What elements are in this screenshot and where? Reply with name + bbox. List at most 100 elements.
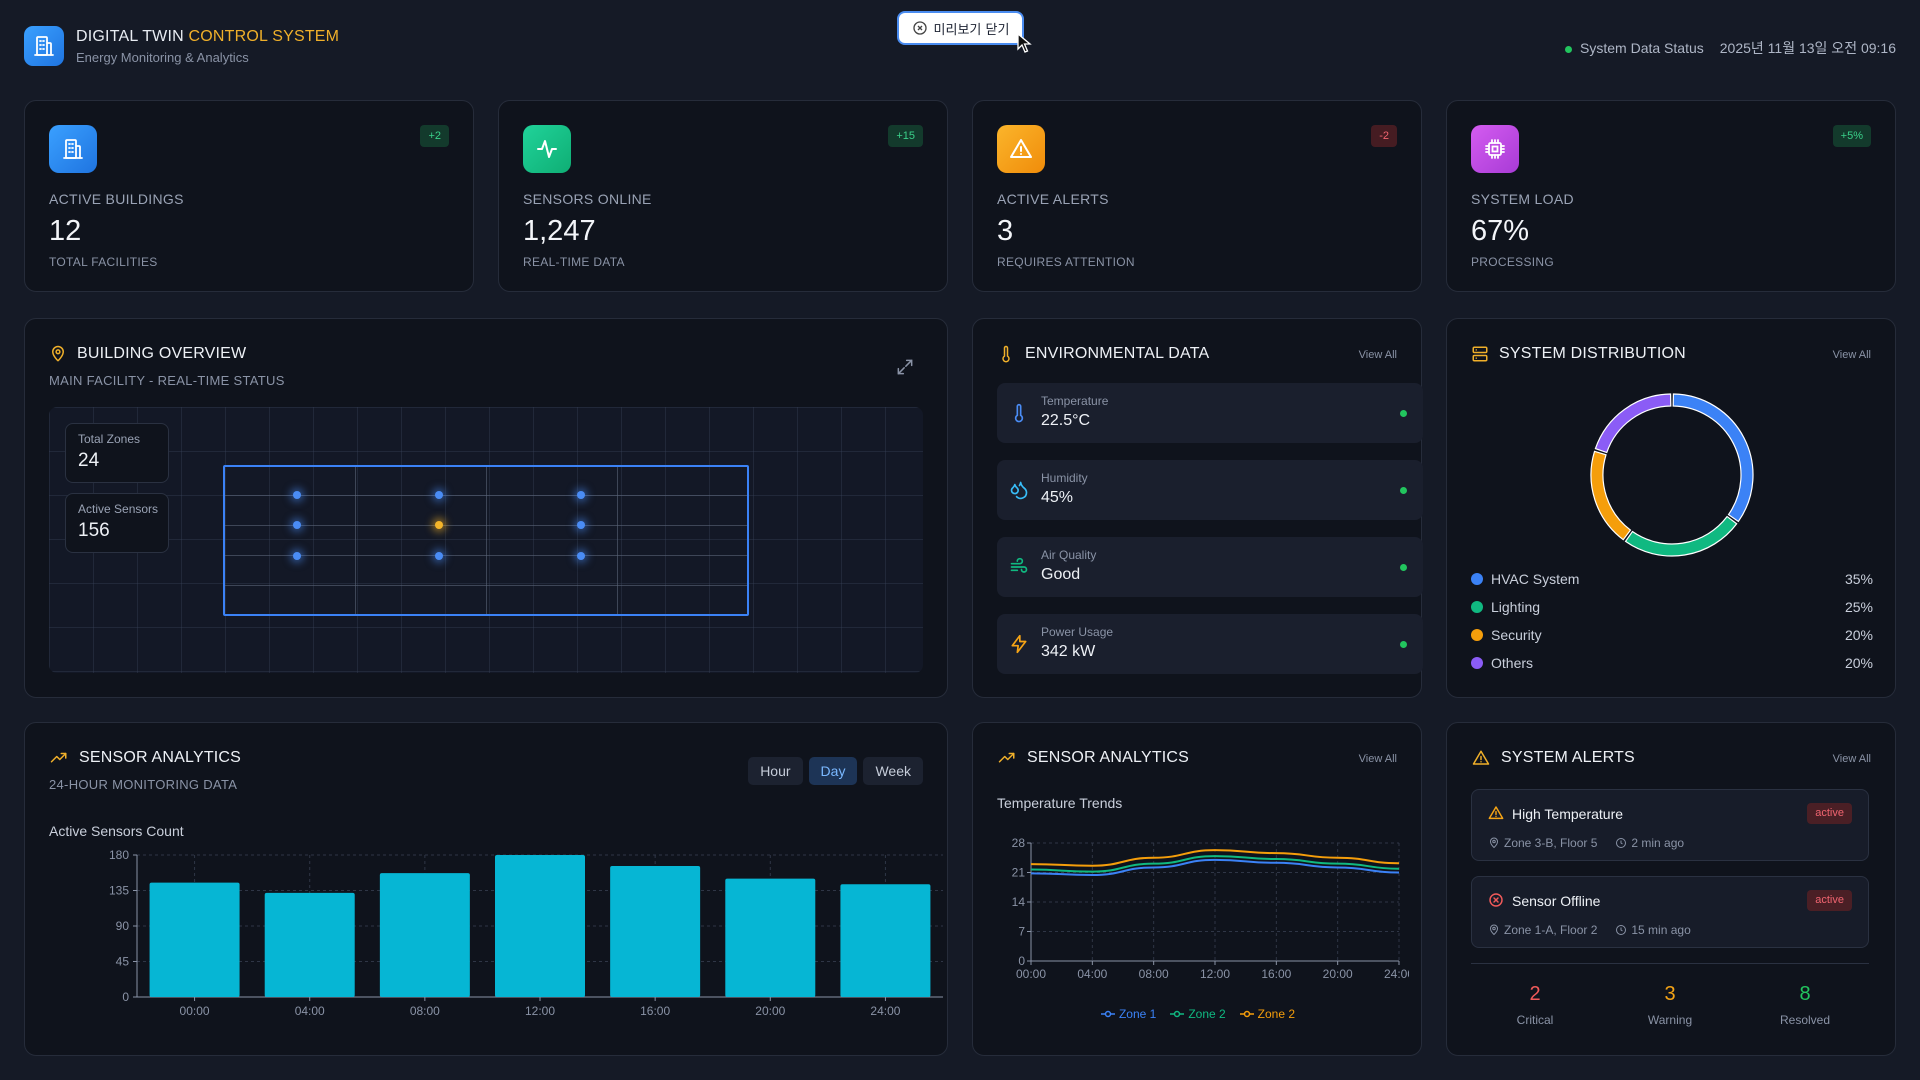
series-line[interactable] <box>1030 849 1400 867</box>
status-dot <box>1565 46 1573 53</box>
view-all-link[interactable]: View All <box>1358 349 1397 361</box>
legend-dot <box>1471 657 1483 669</box>
bar[interactable] <box>264 892 355 997</box>
bar[interactable] <box>379 873 470 997</box>
trend-badge: +5% <box>1832 125 1871 147</box>
temperature-line-chart: 0 7 14 21 28 00:00 04:00 08:00 12:00 16:00 20:00 24… <box>1012 836 1409 981</box>
building-overview-panel: BUILDING OVERVIEW MAIN FACILITY - REAL-T… <box>24 318 948 698</box>
bar[interactable] <box>725 878 816 997</box>
bar[interactable] <box>840 884 931 997</box>
wind-icon <box>1010 557 1028 573</box>
x-tick-label: 24:00 <box>1384 967 1409 981</box>
sensor-dot[interactable] <box>435 552 443 560</box>
view-all-link[interactable]: View All <box>1832 753 1871 765</box>
alert-item[interactable]: High Temperature active Zone 3-B, Floor … <box>1471 789 1869 861</box>
stat-value: 12 <box>49 215 82 247</box>
floor-plan[interactable] <box>223 465 749 616</box>
env-row-power-usage[interactable]: Power Usage 342 kW <box>997 614 1423 674</box>
active-sensors-box: Active Sensors 156 <box>65 493 169 553</box>
mouse-cursor-icon <box>1017 33 1032 53</box>
sensor-dot[interactable] <box>577 552 585 560</box>
x-tick-label: 20:00 <box>755 1004 785 1018</box>
sensor-dot[interactable] <box>435 521 443 529</box>
floor-plan-canvas[interactable]: Total Zones 24 Active Sensors 156 <box>49 407 923 673</box>
env-row-air-quality[interactable]: Air Quality Good <box>997 537 1423 597</box>
sensor-dot[interactable] <box>293 491 301 499</box>
stat-card-buildings[interactable]: +2 ACTIVE BUILDINGS 12 TOTAL FACILITIES <box>24 100 474 292</box>
summary-resolved: 8 Resolved <box>1779 983 1831 1027</box>
y-tick-label: 45 <box>116 955 130 969</box>
tab-day[interactable]: Day <box>808 757 858 785</box>
x-tick-label: 24:00 <box>870 1004 900 1018</box>
donut-slice[interactable] <box>1624 515 1738 557</box>
close-preview-button[interactable]: 미리보기 닫기 <box>897 11 1024 45</box>
environmental-panel: ENVIRONMENTAL DATA View All Temperature … <box>972 318 1423 698</box>
x-tick-label: 00:00 <box>1016 967 1046 981</box>
tab-hour[interactable]: Hour <box>748 757 803 785</box>
alert-item[interactable]: Sensor Offline active Zone 1-A, Floor 2 … <box>1471 876 1869 948</box>
x-tick-label: 08:00 <box>410 1004 440 1018</box>
bolt-icon <box>1011 634 1027 654</box>
y-tick-label: 135 <box>109 884 129 898</box>
app-title: DIGITAL TWIN CONTROL SYSTEM <box>76 28 340 45</box>
sensor-dot[interactable] <box>293 521 301 529</box>
panel-title: SENSOR ANALYTICS <box>997 749 1189 767</box>
sensor-dot[interactable] <box>577 491 585 499</box>
sensor-dot[interactable] <box>435 491 443 499</box>
y-tick-label: 0 <box>122 990 129 1004</box>
view-all-link[interactable]: View All <box>1358 753 1397 765</box>
stat-value: 3 <box>997 215 1014 247</box>
legend-dot <box>1471 601 1483 613</box>
stat-card-alerts[interactable]: -2 ACTIVE ALERTS 3 REQUIRES ATTENTION <box>972 100 1422 292</box>
total-zones-box: Total Zones 24 <box>65 423 169 483</box>
stat-sub: PROCESSING <box>1471 255 1555 269</box>
distribution-donut-chart <box>1590 393 1754 557</box>
stat-sub: REQUIRES ATTENTION <box>997 255 1135 269</box>
cpu-icon <box>1471 125 1519 173</box>
stat-sub: TOTAL FACILITIES <box>49 255 158 269</box>
stat-value: 1,247 <box>523 215 596 247</box>
y-tick-label: 90 <box>116 919 130 933</box>
clock-icon <box>1616 838 1627 848</box>
x-tick-label: 12:00 <box>525 1004 555 1018</box>
app-header: DIGITAL TWIN CONTROL SYSTEM Energy Monit… <box>24 24 1896 70</box>
system-status: System Data Status <box>1565 40 1704 56</box>
sensor-dot[interactable] <box>293 552 301 560</box>
x-tick-label: 12:00 <box>1200 967 1230 981</box>
bar[interactable] <box>495 855 585 997</box>
donut-slice[interactable] <box>1590 450 1632 541</box>
series-line[interactable] <box>1030 858 1400 877</box>
legend-line-icon <box>1170 1010 1185 1018</box>
donut-slice[interactable] <box>1672 393 1754 523</box>
stat-card-sensors[interactable]: +15 SENSORS ONLINE 1,247 REAL-TIME DATA <box>498 100 948 292</box>
line-chart-legend: Zone 1 Zone 2 Zone 2 <box>973 1007 1423 1021</box>
x-tick-label: 08:00 <box>1139 967 1169 981</box>
building-icon <box>49 125 97 173</box>
series-line[interactable] <box>1030 855 1400 873</box>
bar[interactable] <box>149 882 240 997</box>
stat-card-system-load[interactable]: +5% SYSTEM LOAD 67% PROCESSING <box>1446 100 1896 292</box>
server-icon <box>1472 346 1488 362</box>
y-tick-label: 28 <box>1012 836 1026 850</box>
legend-item-security: Security 20% <box>1471 625 1873 645</box>
y-tick-label: 0 <box>1018 954 1025 968</box>
env-row-humidity[interactable]: Humidity 45% <box>997 460 1423 520</box>
trend-badge: -2 <box>1371 125 1397 147</box>
x-tick-label: 00:00 <box>180 1004 210 1018</box>
sensor-analytics-panel: SENSOR ANALYTICS 24-HOUR MONITORING DATA… <box>24 722 948 1056</box>
thermometer-icon <box>1014 403 1024 423</box>
bar[interactable] <box>610 866 701 997</box>
view-all-link[interactable]: View All <box>1832 349 1871 361</box>
trend-badge: +2 <box>420 125 449 147</box>
close-circle-icon <box>912 21 927 35</box>
x-tick-label: 20:00 <box>1323 967 1353 981</box>
tab-week[interactable]: Week <box>863 757 923 785</box>
stat-label: ACTIVE BUILDINGS <box>49 191 184 207</box>
sensor-dot[interactable] <box>577 521 585 529</box>
trending-up-icon <box>998 752 1015 763</box>
expand-icon[interactable] <box>895 357 915 377</box>
panel-subtitle: MAIN FACILITY - REAL-TIME STATUS <box>49 373 285 388</box>
legend-line-icon <box>1100 1010 1115 1018</box>
donut-slice[interactable] <box>1594 393 1672 454</box>
env-row-temperature[interactable]: Temperature 22.5°C <box>997 383 1423 443</box>
